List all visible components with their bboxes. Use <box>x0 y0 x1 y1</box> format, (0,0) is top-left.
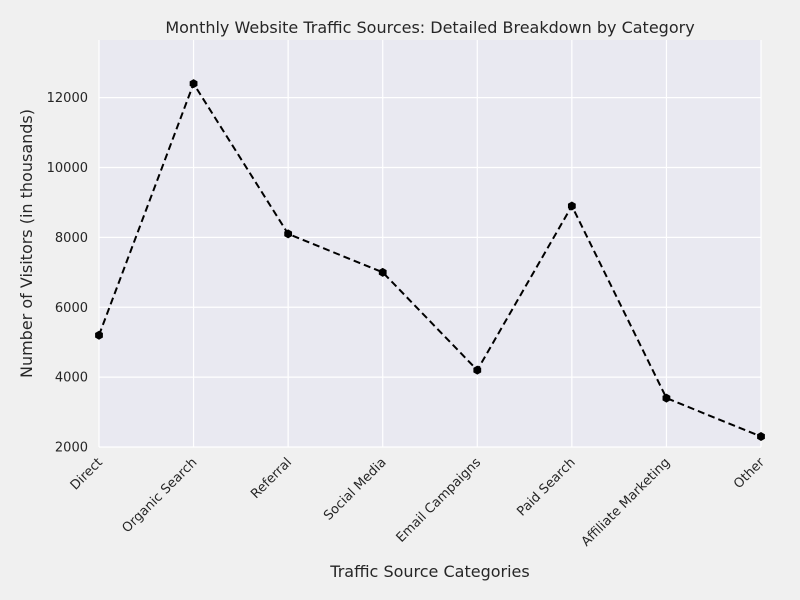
y-tick-label: 2000 <box>55 441 88 456</box>
x-tick-label: Affiliate Marketing <box>579 455 674 550</box>
series-line <box>98 81 762 438</box>
plot-area <box>99 40 761 447</box>
x-tick-label: Other <box>731 455 768 492</box>
data-point <box>473 365 482 375</box>
data-point <box>189 79 198 89</box>
x-axis-title: Traffic Source Categories <box>329 562 529 581</box>
data-point <box>284 229 293 239</box>
data-point <box>378 267 387 277</box>
y-tick-label: 10000 <box>47 161 88 176</box>
y-tick-label: 6000 <box>55 301 88 316</box>
x-tick-label: Referral <box>248 455 295 502</box>
data-point <box>567 201 576 211</box>
x-tick-label: Direct <box>68 455 106 493</box>
y-tick-label: 12000 <box>47 91 88 106</box>
x-tick-label: Social Media <box>321 455 389 523</box>
x-tick-label: Organic Search <box>120 455 201 536</box>
data-point <box>95 330 103 340</box>
y-axis-title: Number of Visitors (in thousands) <box>17 109 36 378</box>
chart-title: Monthly Website Traffic Sources: Detaile… <box>165 18 694 37</box>
y-tick-label: 8000 <box>55 231 88 246</box>
x-tick-label: Email Campaigns <box>394 455 485 546</box>
gridlines <box>98 40 762 448</box>
y-tick-label: 4000 <box>55 371 88 386</box>
data-point <box>662 393 671 403</box>
data-markers <box>95 79 765 442</box>
data-point <box>757 432 765 442</box>
x-tick-label: Paid Search <box>514 455 578 519</box>
